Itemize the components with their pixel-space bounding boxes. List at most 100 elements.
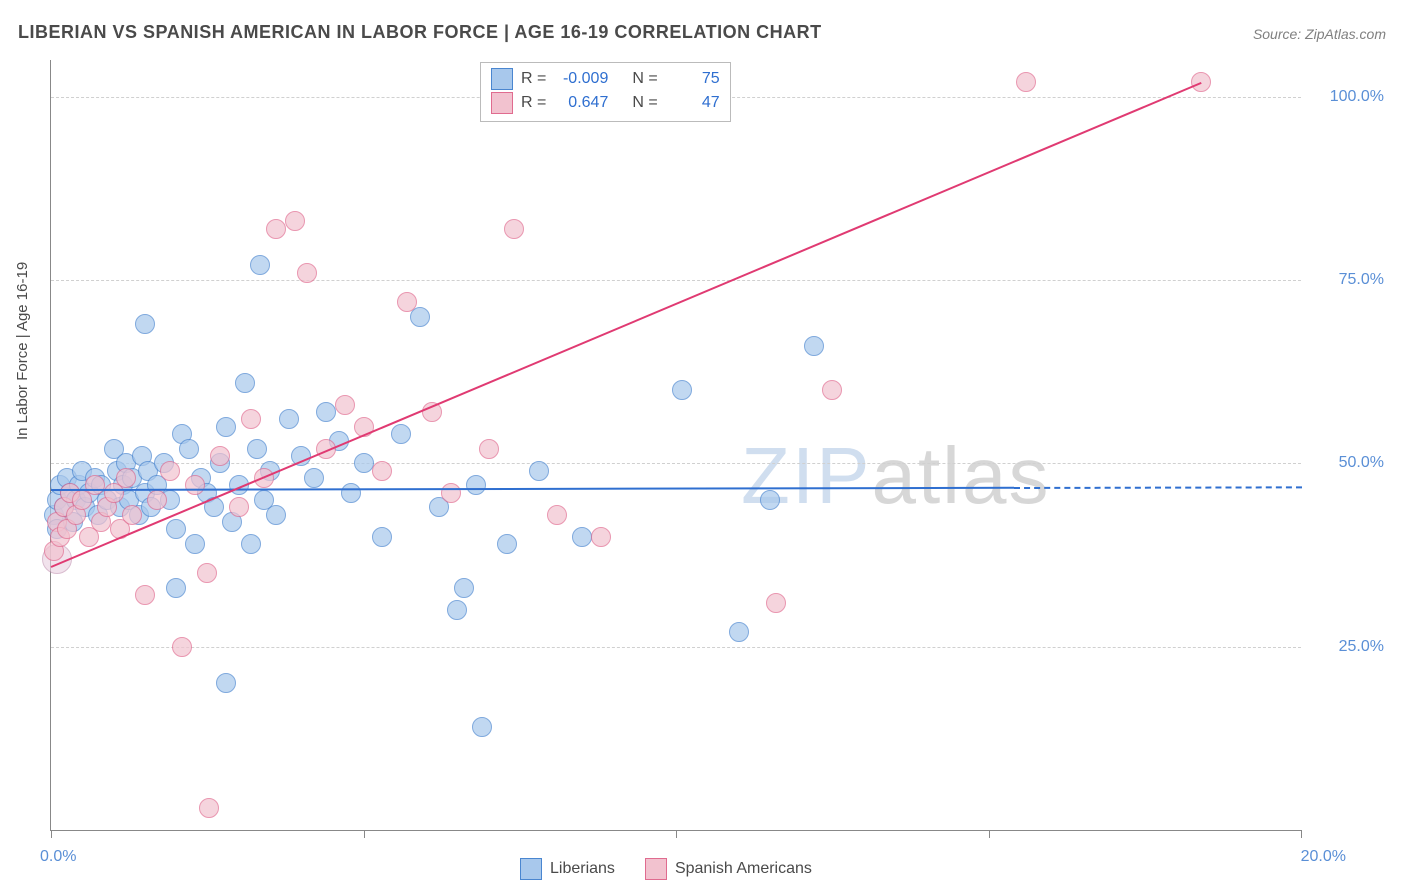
data-point bbox=[266, 505, 286, 525]
x-tick-label-min: 0.0% bbox=[40, 848, 76, 866]
data-point bbox=[441, 483, 461, 503]
data-point bbox=[135, 314, 155, 334]
r-label: R = bbox=[521, 91, 546, 115]
data-point bbox=[354, 453, 374, 473]
data-point bbox=[397, 292, 417, 312]
data-point bbox=[135, 585, 155, 605]
data-point bbox=[372, 461, 392, 481]
data-point bbox=[166, 578, 186, 598]
r-label: R = bbox=[521, 67, 546, 91]
data-point bbox=[172, 637, 192, 657]
data-point bbox=[1016, 72, 1036, 92]
correlation-stats-box: R = -0.009 N = 75 R = 0.647 N = 47 bbox=[480, 62, 731, 122]
data-point bbox=[285, 211, 305, 231]
stats-row-liberians: R = -0.009 N = 75 bbox=[491, 67, 720, 91]
y-tick-label: 100.0% bbox=[1330, 88, 1384, 106]
data-point bbox=[822, 380, 842, 400]
data-point bbox=[216, 417, 236, 437]
data-point bbox=[160, 461, 180, 481]
data-point bbox=[335, 395, 355, 415]
data-point bbox=[229, 497, 249, 517]
data-point bbox=[504, 219, 524, 239]
data-point bbox=[266, 219, 286, 239]
data-point bbox=[85, 475, 105, 495]
legend-label-spanish: Spanish Americans bbox=[675, 860, 812, 878]
data-point bbox=[241, 534, 261, 554]
legend-item-spanish: Spanish Americans bbox=[645, 858, 812, 880]
y-tick-label: 25.0% bbox=[1339, 638, 1384, 656]
data-point bbox=[547, 505, 567, 525]
data-point bbox=[147, 490, 167, 510]
data-point bbox=[447, 600, 467, 620]
data-point bbox=[122, 505, 142, 525]
plot-area: ZIPatlas bbox=[50, 60, 1301, 831]
n-value-liberians: 75 bbox=[666, 67, 720, 91]
trend-line bbox=[51, 82, 1202, 568]
watermark-zip: ZIP bbox=[741, 431, 871, 520]
data-point bbox=[199, 798, 219, 818]
data-point bbox=[760, 490, 780, 510]
x-tick-label-max: 20.0% bbox=[1301, 848, 1346, 866]
data-point bbox=[216, 673, 236, 693]
chart-title: LIBERIAN VS SPANISH AMERICAN IN LABOR FO… bbox=[18, 22, 822, 43]
data-point bbox=[279, 409, 299, 429]
data-point bbox=[572, 527, 592, 547]
data-point bbox=[166, 519, 186, 539]
x-tick bbox=[364, 830, 365, 838]
data-point bbox=[529, 461, 549, 481]
series-legend: Liberians Spanish Americans bbox=[520, 858, 812, 880]
watermark: ZIPatlas bbox=[741, 430, 1050, 522]
data-point bbox=[304, 468, 324, 488]
data-point bbox=[497, 534, 517, 554]
legend-label-liberians: Liberians bbox=[550, 860, 615, 878]
data-point bbox=[804, 336, 824, 356]
n-value-spanish: 47 bbox=[666, 91, 720, 115]
legend-swatch-liberians bbox=[520, 858, 542, 880]
data-point bbox=[672, 380, 692, 400]
n-label: N = bbox=[632, 91, 657, 115]
data-point bbox=[479, 439, 499, 459]
swatch-spanish bbox=[491, 92, 513, 114]
gridline bbox=[51, 647, 1301, 648]
x-tick bbox=[51, 830, 52, 838]
data-point bbox=[1191, 72, 1211, 92]
x-tick bbox=[989, 830, 990, 838]
data-point bbox=[116, 468, 136, 488]
data-point bbox=[185, 534, 205, 554]
y-axis-label: In Labor Force | Age 16-19 bbox=[14, 262, 31, 440]
data-point bbox=[316, 402, 336, 422]
gridline bbox=[51, 463, 1301, 464]
trend-line-extrapolated bbox=[1013, 486, 1301, 489]
data-point bbox=[472, 717, 492, 737]
x-tick bbox=[676, 830, 677, 838]
legend-item-liberians: Liberians bbox=[520, 858, 615, 880]
data-point bbox=[210, 446, 230, 466]
stats-row-spanish: R = 0.647 N = 47 bbox=[491, 91, 720, 115]
data-point bbox=[454, 578, 474, 598]
data-point bbox=[372, 527, 392, 547]
data-point bbox=[729, 622, 749, 642]
data-point bbox=[341, 483, 361, 503]
data-point bbox=[241, 409, 261, 429]
data-point bbox=[297, 263, 317, 283]
r-value-spanish: 0.647 bbox=[554, 91, 608, 115]
data-point bbox=[179, 439, 199, 459]
y-tick-label: 50.0% bbox=[1339, 454, 1384, 472]
watermark-atlas: atlas bbox=[871, 431, 1050, 520]
y-tick-label: 75.0% bbox=[1339, 271, 1384, 289]
data-point bbox=[766, 593, 786, 613]
n-label: N = bbox=[632, 67, 657, 91]
legend-swatch-spanish bbox=[645, 858, 667, 880]
source-attribution: Source: ZipAtlas.com bbox=[1253, 26, 1386, 42]
data-point bbox=[250, 255, 270, 275]
data-point bbox=[466, 475, 486, 495]
data-point bbox=[247, 439, 267, 459]
chart-container: LIBERIAN VS SPANISH AMERICAN IN LABOR FO… bbox=[0, 0, 1406, 892]
data-point bbox=[591, 527, 611, 547]
swatch-liberians bbox=[491, 68, 513, 90]
data-point bbox=[235, 373, 255, 393]
gridline bbox=[51, 280, 1301, 281]
data-point bbox=[197, 563, 217, 583]
r-value-liberians: -0.009 bbox=[554, 67, 608, 91]
data-point bbox=[185, 475, 205, 495]
